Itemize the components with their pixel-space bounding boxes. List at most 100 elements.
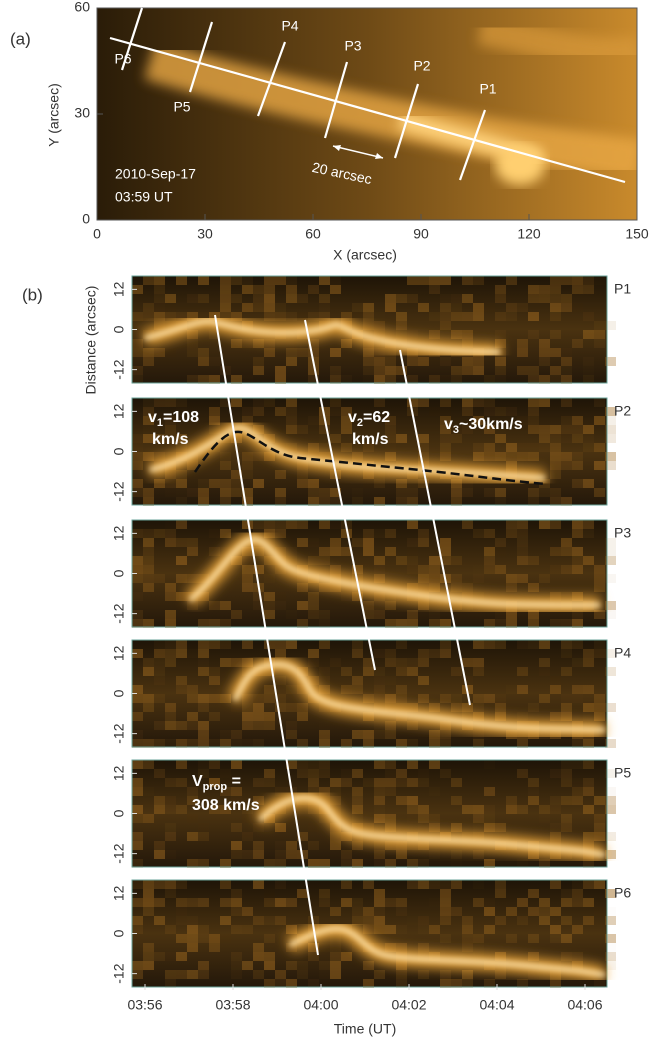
pixel bbox=[253, 285, 264, 294]
slit-label: P1 bbox=[479, 81, 496, 97]
pixel bbox=[484, 805, 495, 814]
pixel bbox=[154, 276, 165, 285]
pixel bbox=[209, 934, 220, 943]
pixel bbox=[418, 276, 429, 285]
pixel bbox=[484, 823, 495, 832]
pixel bbox=[154, 529, 165, 538]
slit bbox=[393, 83, 420, 159]
pixel bbox=[396, 556, 407, 565]
pixel bbox=[418, 303, 429, 312]
pixel bbox=[429, 850, 440, 859]
pixel bbox=[407, 375, 418, 384]
pixel bbox=[275, 859, 286, 868]
pixel bbox=[462, 520, 473, 529]
pixel bbox=[396, 479, 407, 488]
pixel bbox=[583, 787, 594, 796]
pixel bbox=[451, 823, 462, 832]
pixel bbox=[319, 730, 330, 739]
pixel bbox=[352, 488, 363, 497]
pixel bbox=[594, 610, 605, 619]
pixel bbox=[198, 357, 209, 366]
pixel bbox=[264, 398, 275, 407]
pixel bbox=[231, 703, 242, 712]
pixel bbox=[539, 658, 550, 667]
pixel bbox=[319, 497, 330, 506]
pixel bbox=[506, 583, 517, 592]
pixel bbox=[275, 694, 286, 703]
pixel bbox=[297, 970, 308, 979]
pixel bbox=[275, 703, 286, 712]
pixel bbox=[407, 538, 418, 547]
pixel bbox=[572, 303, 583, 312]
pixel bbox=[550, 565, 561, 574]
pixel bbox=[297, 619, 308, 628]
pixel bbox=[242, 452, 253, 461]
pixel bbox=[187, 574, 198, 583]
pixel bbox=[583, 778, 594, 787]
pixel bbox=[165, 348, 176, 357]
pixel bbox=[187, 694, 198, 703]
pixel bbox=[462, 703, 473, 712]
pixel bbox=[528, 375, 539, 384]
pixel bbox=[341, 425, 352, 434]
pixel bbox=[561, 619, 572, 628]
pixel bbox=[539, 574, 550, 583]
pixel bbox=[330, 538, 341, 547]
pixel bbox=[495, 538, 506, 547]
pixel bbox=[506, 461, 517, 470]
pixel bbox=[583, 366, 594, 375]
pixel bbox=[198, 649, 209, 658]
pixel bbox=[473, 640, 484, 649]
pixel bbox=[253, 294, 264, 303]
pixel bbox=[396, 497, 407, 506]
pixel bbox=[517, 739, 528, 748]
pixel bbox=[385, 787, 396, 796]
pixel bbox=[286, 640, 297, 649]
pixel bbox=[264, 979, 275, 988]
pixel bbox=[275, 366, 286, 375]
pixel bbox=[473, 529, 484, 538]
pixel bbox=[583, 859, 594, 868]
pixel bbox=[462, 979, 473, 988]
pixel bbox=[187, 348, 198, 357]
pixel bbox=[231, 760, 242, 769]
pixel bbox=[572, 479, 583, 488]
pixel bbox=[528, 703, 539, 712]
pixel bbox=[132, 488, 143, 497]
pixel bbox=[231, 823, 242, 832]
pixel bbox=[363, 443, 374, 452]
pixel bbox=[275, 488, 286, 497]
pixel bbox=[550, 303, 561, 312]
x-tick-label: 03:56 bbox=[127, 997, 162, 1013]
pixel bbox=[154, 321, 165, 330]
pixel bbox=[187, 294, 198, 303]
pixel bbox=[297, 470, 308, 479]
pixel bbox=[396, 943, 407, 952]
pixel bbox=[264, 592, 275, 601]
value: ~30km/s bbox=[459, 416, 523, 433]
pixel bbox=[572, 285, 583, 294]
pixel bbox=[374, 357, 385, 366]
pixel bbox=[187, 832, 198, 841]
pixel bbox=[605, 961, 616, 970]
pixel bbox=[539, 520, 550, 529]
pixel bbox=[363, 321, 374, 330]
pixel bbox=[462, 934, 473, 943]
pixel bbox=[583, 357, 594, 366]
pixel bbox=[506, 610, 517, 619]
pixel bbox=[451, 907, 462, 916]
pixel bbox=[561, 694, 572, 703]
pixel bbox=[385, 676, 396, 685]
pixel bbox=[594, 979, 605, 988]
pixel bbox=[132, 452, 143, 461]
pixel bbox=[132, 970, 143, 979]
y-axis-label: Distance (arcsec) bbox=[83, 286, 99, 395]
pixel bbox=[209, 805, 220, 814]
pixel bbox=[484, 398, 495, 407]
pixel bbox=[187, 934, 198, 943]
pixel bbox=[583, 434, 594, 443]
pixel bbox=[264, 916, 275, 925]
main-slit bbox=[109, 36, 626, 184]
pixel bbox=[132, 859, 143, 868]
pixel bbox=[495, 357, 506, 366]
